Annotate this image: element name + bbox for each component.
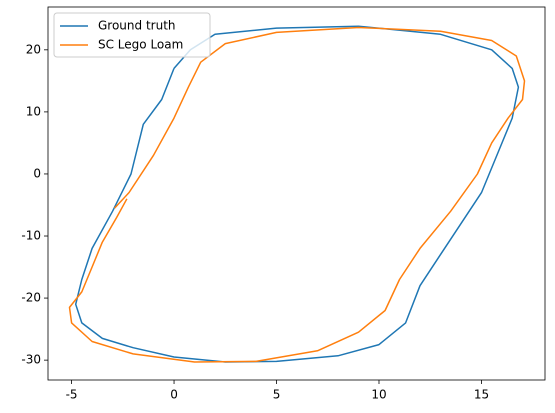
x-tick-label: 5 (273, 388, 281, 402)
x-tick-label: 15 (474, 388, 489, 402)
line (68, 26, 526, 363)
y-tick-label: -10 (21, 229, 41, 243)
y-tick-label: 20 (26, 42, 41, 56)
y-tick-label: 0 (33, 166, 41, 180)
legend-label: Ground truth (98, 19, 176, 33)
legend-label: SC Lego Loam (98, 38, 183, 52)
line (74, 25, 520, 363)
y-tick-label: -30 (21, 353, 41, 367)
plot-frame (47, 6, 546, 381)
y-tick-label: -20 (21, 291, 41, 305)
x-tick-label: 10 (371, 388, 386, 402)
y-tick-label: 10 (26, 104, 41, 118)
legend-box (53, 12, 211, 58)
x-tick-label: 0 (170, 388, 178, 402)
x-tick-label: -5 (66, 388, 78, 402)
